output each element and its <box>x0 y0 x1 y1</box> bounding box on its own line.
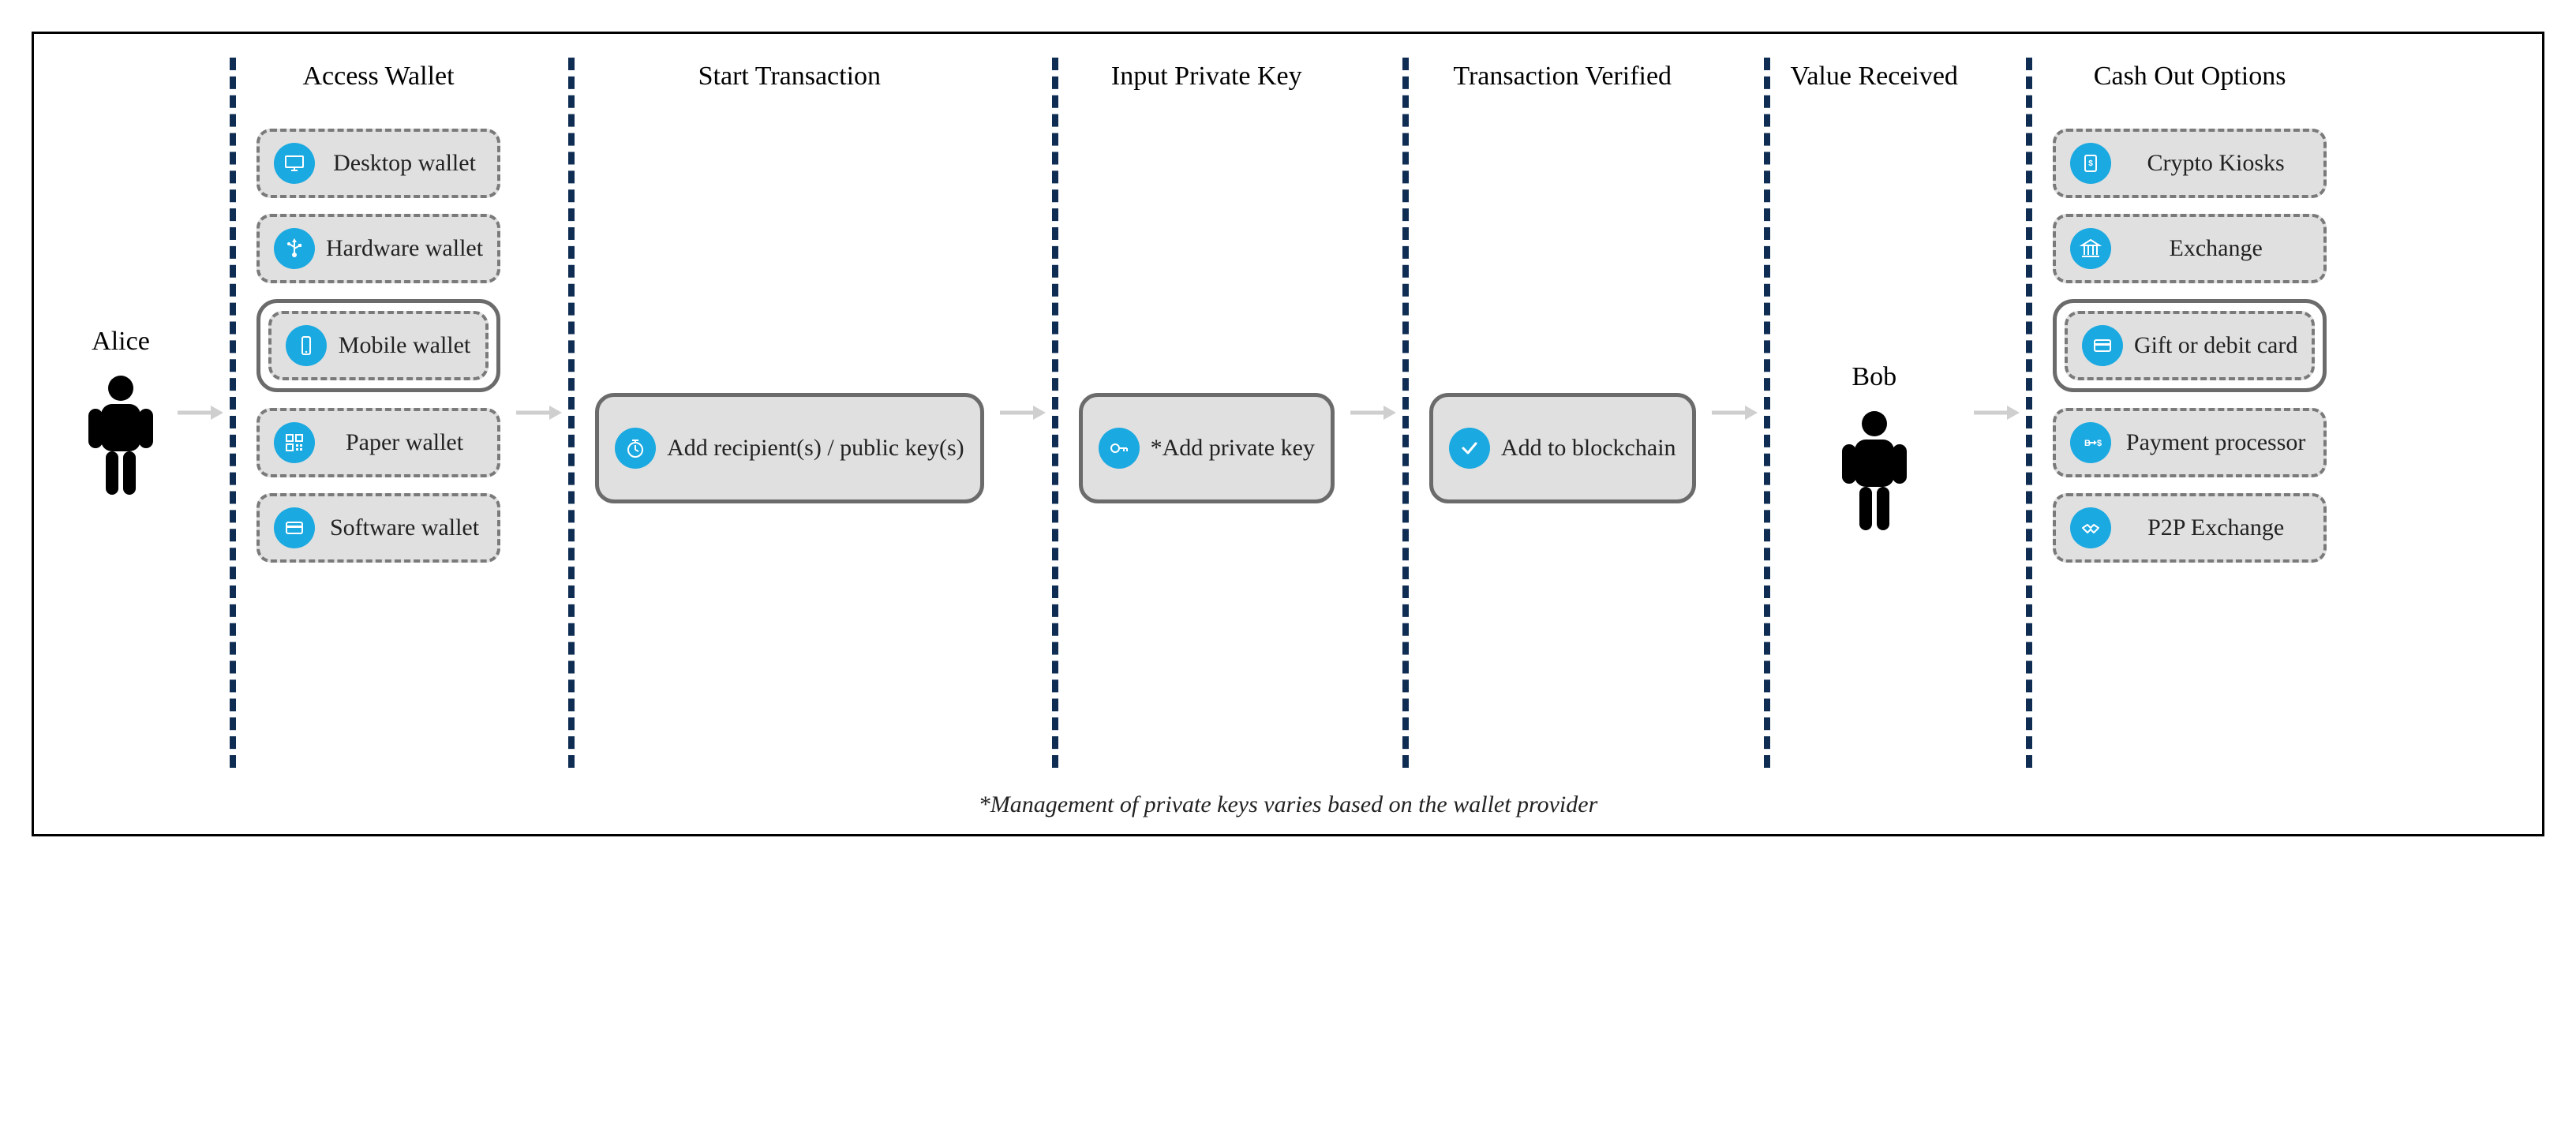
monitor-icon <box>274 143 315 184</box>
stage-body: $ Crypto Kiosks Exchange Gift or <box>2053 129 2327 768</box>
actor-bob-label: Bob <box>1852 362 1896 392</box>
arrow <box>1972 58 2020 768</box>
person-icon <box>85 372 156 499</box>
card-icon <box>274 507 315 548</box>
handshake-icon <box>2070 507 2111 548</box>
step-add-private-key: *Add private key <box>1079 393 1335 503</box>
option-crypto-kiosks: $ Crypto Kiosks <box>2053 129 2327 198</box>
stage-header: Input Private Key <box>1111 58 1302 129</box>
selected-ring: Gift or debit card <box>2053 299 2327 392</box>
diagram-frame: Alice Access Wallet <box>32 32 2544 836</box>
option-label: P2P Exchange <box>2122 514 2309 542</box>
option-label: Exchange <box>2122 234 2309 263</box>
creditcard-icon <box>2082 325 2123 366</box>
clock-icon <box>615 428 656 469</box>
stage-access-wallet: Access Wallet Desktop wallet Hardware wa… <box>242 58 515 768</box>
arrow <box>1349 58 1396 768</box>
convert-icon: B$ <box>2070 422 2111 463</box>
stage-body: Add to blockchain <box>1429 129 1696 768</box>
atm-icon: $ <box>2070 143 2111 184</box>
divider <box>1046 58 1065 768</box>
option-software-wallet: Software wallet <box>256 493 500 563</box>
step-add-recipients: Add recipient(s) / public key(s) <box>595 393 984 503</box>
option-exchange: Exchange <box>2053 214 2327 283</box>
option-mobile-wallet: Mobile wallet <box>268 311 489 380</box>
stage-input-private-key: Input Private Key *Add private key <box>1065 58 1349 768</box>
option-label: Desktop wallet <box>326 149 483 178</box>
divider <box>2020 58 2039 768</box>
stage-header: Value Received <box>1791 58 1958 129</box>
qr-icon <box>274 422 315 463</box>
stage-body: Desktop wallet Hardware wallet Mobile wa… <box>256 129 500 768</box>
diagram-row: Alice Access Wallet <box>66 58 2510 768</box>
divider <box>1396 58 1415 768</box>
stage-header: Access Wallet <box>302 58 454 129</box>
arrow <box>998 58 1046 768</box>
key-icon <box>1099 428 1140 469</box>
arrow <box>176 58 223 768</box>
option-label: Gift or debit card <box>2134 331 2297 360</box>
option-label: Payment processor <box>2122 428 2309 457</box>
actor-alice-label: Alice <box>92 327 150 357</box>
step-add-to-blockchain: Add to blockchain <box>1429 393 1696 503</box>
divider <box>1758 58 1777 768</box>
option-label: Paper wallet <box>326 428 483 457</box>
option-label: Crypto Kiosks <box>2122 149 2309 178</box>
option-label: Software wallet <box>326 514 483 542</box>
svg-text:$: $ <box>2097 439 2102 448</box>
person-icon <box>1839 408 1910 534</box>
stage-body: *Add private key <box>1079 129 1335 768</box>
footnote: *Management of private keys varies based… <box>66 791 2510 818</box>
stage-start-transaction: Start Transaction Add recipient(s) / pub… <box>581 58 998 768</box>
stage-value-received: Value Received Bob <box>1777 58 1972 768</box>
option-desktop-wallet: Desktop wallet <box>256 129 500 198</box>
stage-transaction-verified: Transaction Verified Add to blockchain <box>1415 58 1710 768</box>
option-paper-wallet: Paper wallet <box>256 408 500 477</box>
stage-header: Cash Out Options <box>2094 58 2286 129</box>
phone-icon <box>286 325 327 366</box>
option-hardware-wallet: Hardware wallet <box>256 214 500 283</box>
arrow <box>1710 58 1758 768</box>
option-payment-processor: B$ Payment processor <box>2053 408 2327 477</box>
option-label: Hardware wallet <box>326 234 483 263</box>
stage-header: Transaction Verified <box>1453 58 1672 129</box>
step-label: Add recipient(s) / public key(s) <box>667 434 964 462</box>
usb-icon <box>274 228 315 269</box>
bank-icon <box>2070 228 2111 269</box>
stage-body: Bob <box>1791 129 1958 768</box>
check-icon <box>1449 428 1490 469</box>
stage-cash-out: Cash Out Options $ Crypto Kiosks Exchang… <box>2039 58 2341 768</box>
svg-text:$: $ <box>2088 159 2093 168</box>
arrow <box>515 58 562 768</box>
stage-body: Add recipient(s) / public key(s) <box>595 129 984 768</box>
step-label: Add to blockchain <box>1501 434 1676 462</box>
selected-ring: Mobile wallet <box>256 299 500 392</box>
divider <box>223 58 242 768</box>
option-label: Mobile wallet <box>338 331 471 360</box>
step-label: *Add private key <box>1151 434 1315 462</box>
option-p2p-exchange: P2P Exchange <box>2053 493 2327 563</box>
divider <box>562 58 581 768</box>
stage-header: Start Transaction <box>698 58 881 129</box>
actor-alice: Alice <box>66 58 176 768</box>
option-gift-debit-card: Gift or debit card <box>2065 311 2315 380</box>
